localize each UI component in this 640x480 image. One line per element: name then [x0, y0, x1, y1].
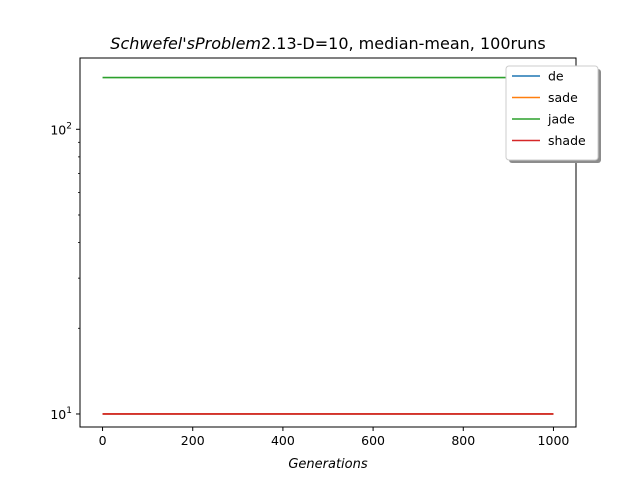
- y-tick-exponent: 1: [66, 406, 72, 416]
- legend-label-jade: jade: [547, 112, 575, 127]
- x-tick-label: 600: [361, 433, 385, 448]
- chart-title: Schwefel'sProblem2.13-D=10, median-mean,…: [110, 34, 545, 53]
- y-tick-label: 101: [50, 406, 72, 422]
- x-axis-ticks: 0 200 400 600 800 1000: [99, 427, 570, 448]
- chart-title-rest: 2.13-D=10, median-mean, 100runs: [261, 34, 546, 53]
- x-tick-label: 0: [99, 433, 107, 448]
- legend-label-de: de: [548, 69, 564, 84]
- plot-area: [79, 57, 577, 428]
- x-tick-label: 1000: [538, 433, 570, 448]
- y-tick-exponent: 2: [66, 121, 72, 131]
- legend-label-sade: sade: [548, 90, 578, 105]
- x-axis-label: Generations: [288, 457, 368, 472]
- y-tick-label: 102: [50, 121, 72, 137]
- legend-label-shade: shade: [548, 133, 586, 148]
- series-group: [102, 76, 554, 415]
- chart-title-italic: Schwefel'sProblem: [110, 34, 261, 53]
- y-tick-base: 10: [50, 407, 66, 422]
- x-tick-label: 400: [271, 433, 295, 448]
- legend: de sade jade shade: [505, 65, 601, 163]
- legend-box: [505, 65, 599, 161]
- y-tick-base: 10: [50, 122, 66, 137]
- x-tick-label: 200: [181, 433, 205, 448]
- x-tick-label: 800: [451, 433, 475, 448]
